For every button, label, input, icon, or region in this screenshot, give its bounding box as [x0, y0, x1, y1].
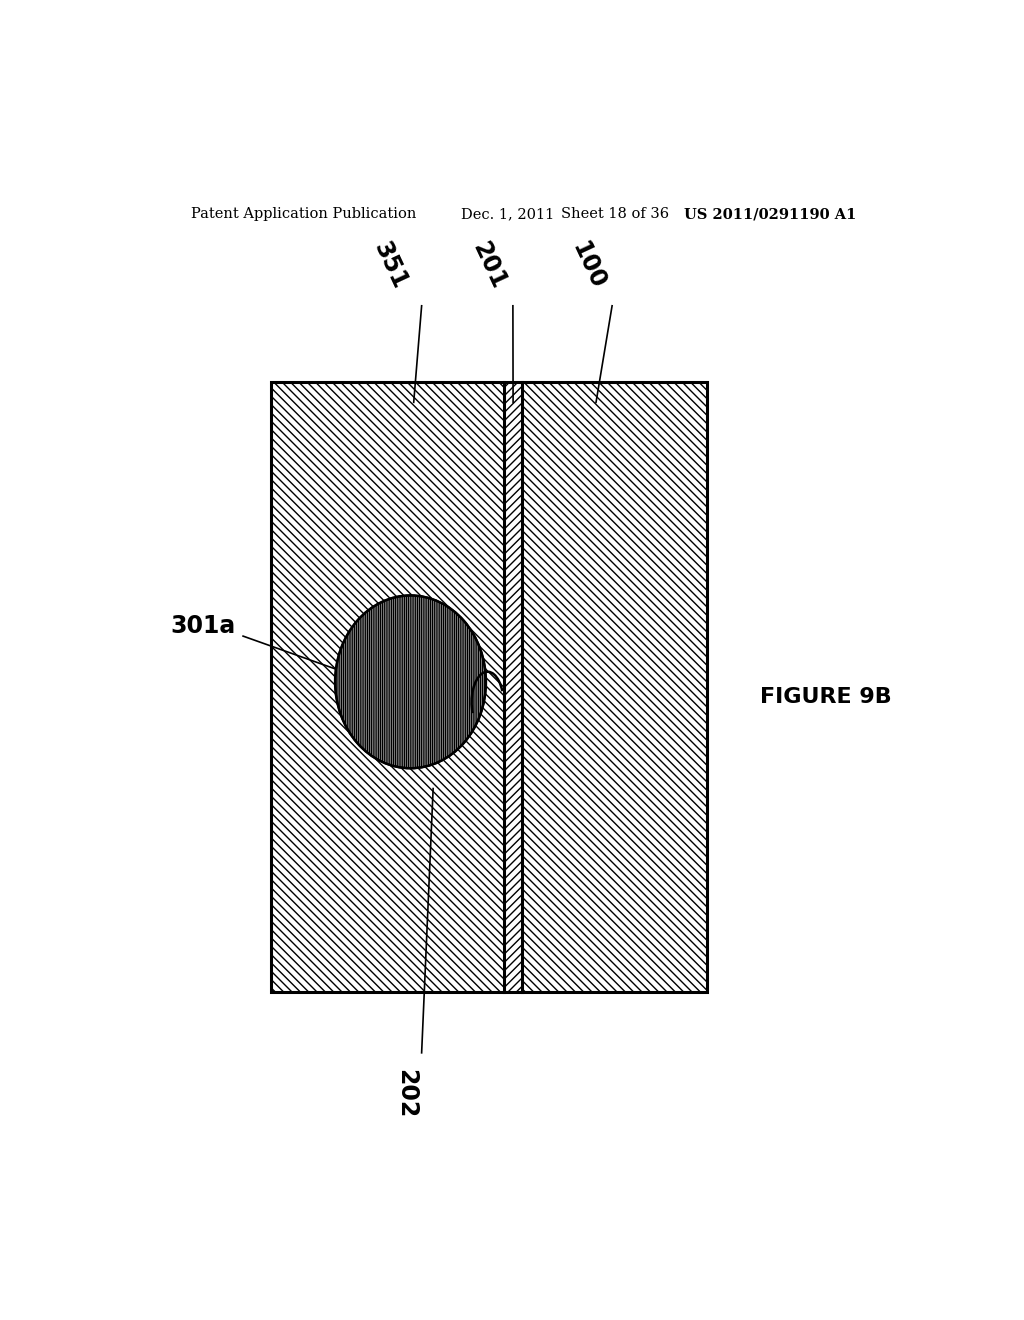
Text: FIGURE 9B: FIGURE 9B: [761, 688, 892, 708]
Text: 202: 202: [394, 1069, 418, 1118]
Text: Dec. 1, 2011: Dec. 1, 2011: [461, 207, 555, 222]
Text: 351: 351: [369, 238, 412, 293]
Ellipse shape: [335, 595, 486, 768]
Text: 201: 201: [468, 238, 510, 293]
Bar: [505, 381, 522, 991]
Bar: [270, 381, 708, 991]
Text: 301a: 301a: [171, 614, 236, 638]
Bar: [522, 381, 708, 991]
Text: US 2011/0291190 A1: US 2011/0291190 A1: [684, 207, 856, 222]
Text: Patent Application Publication: Patent Application Publication: [191, 207, 417, 222]
Text: Sheet 18 of 36: Sheet 18 of 36: [560, 207, 669, 222]
Text: 100: 100: [567, 238, 609, 293]
Ellipse shape: [335, 595, 486, 768]
Bar: [270, 381, 505, 991]
